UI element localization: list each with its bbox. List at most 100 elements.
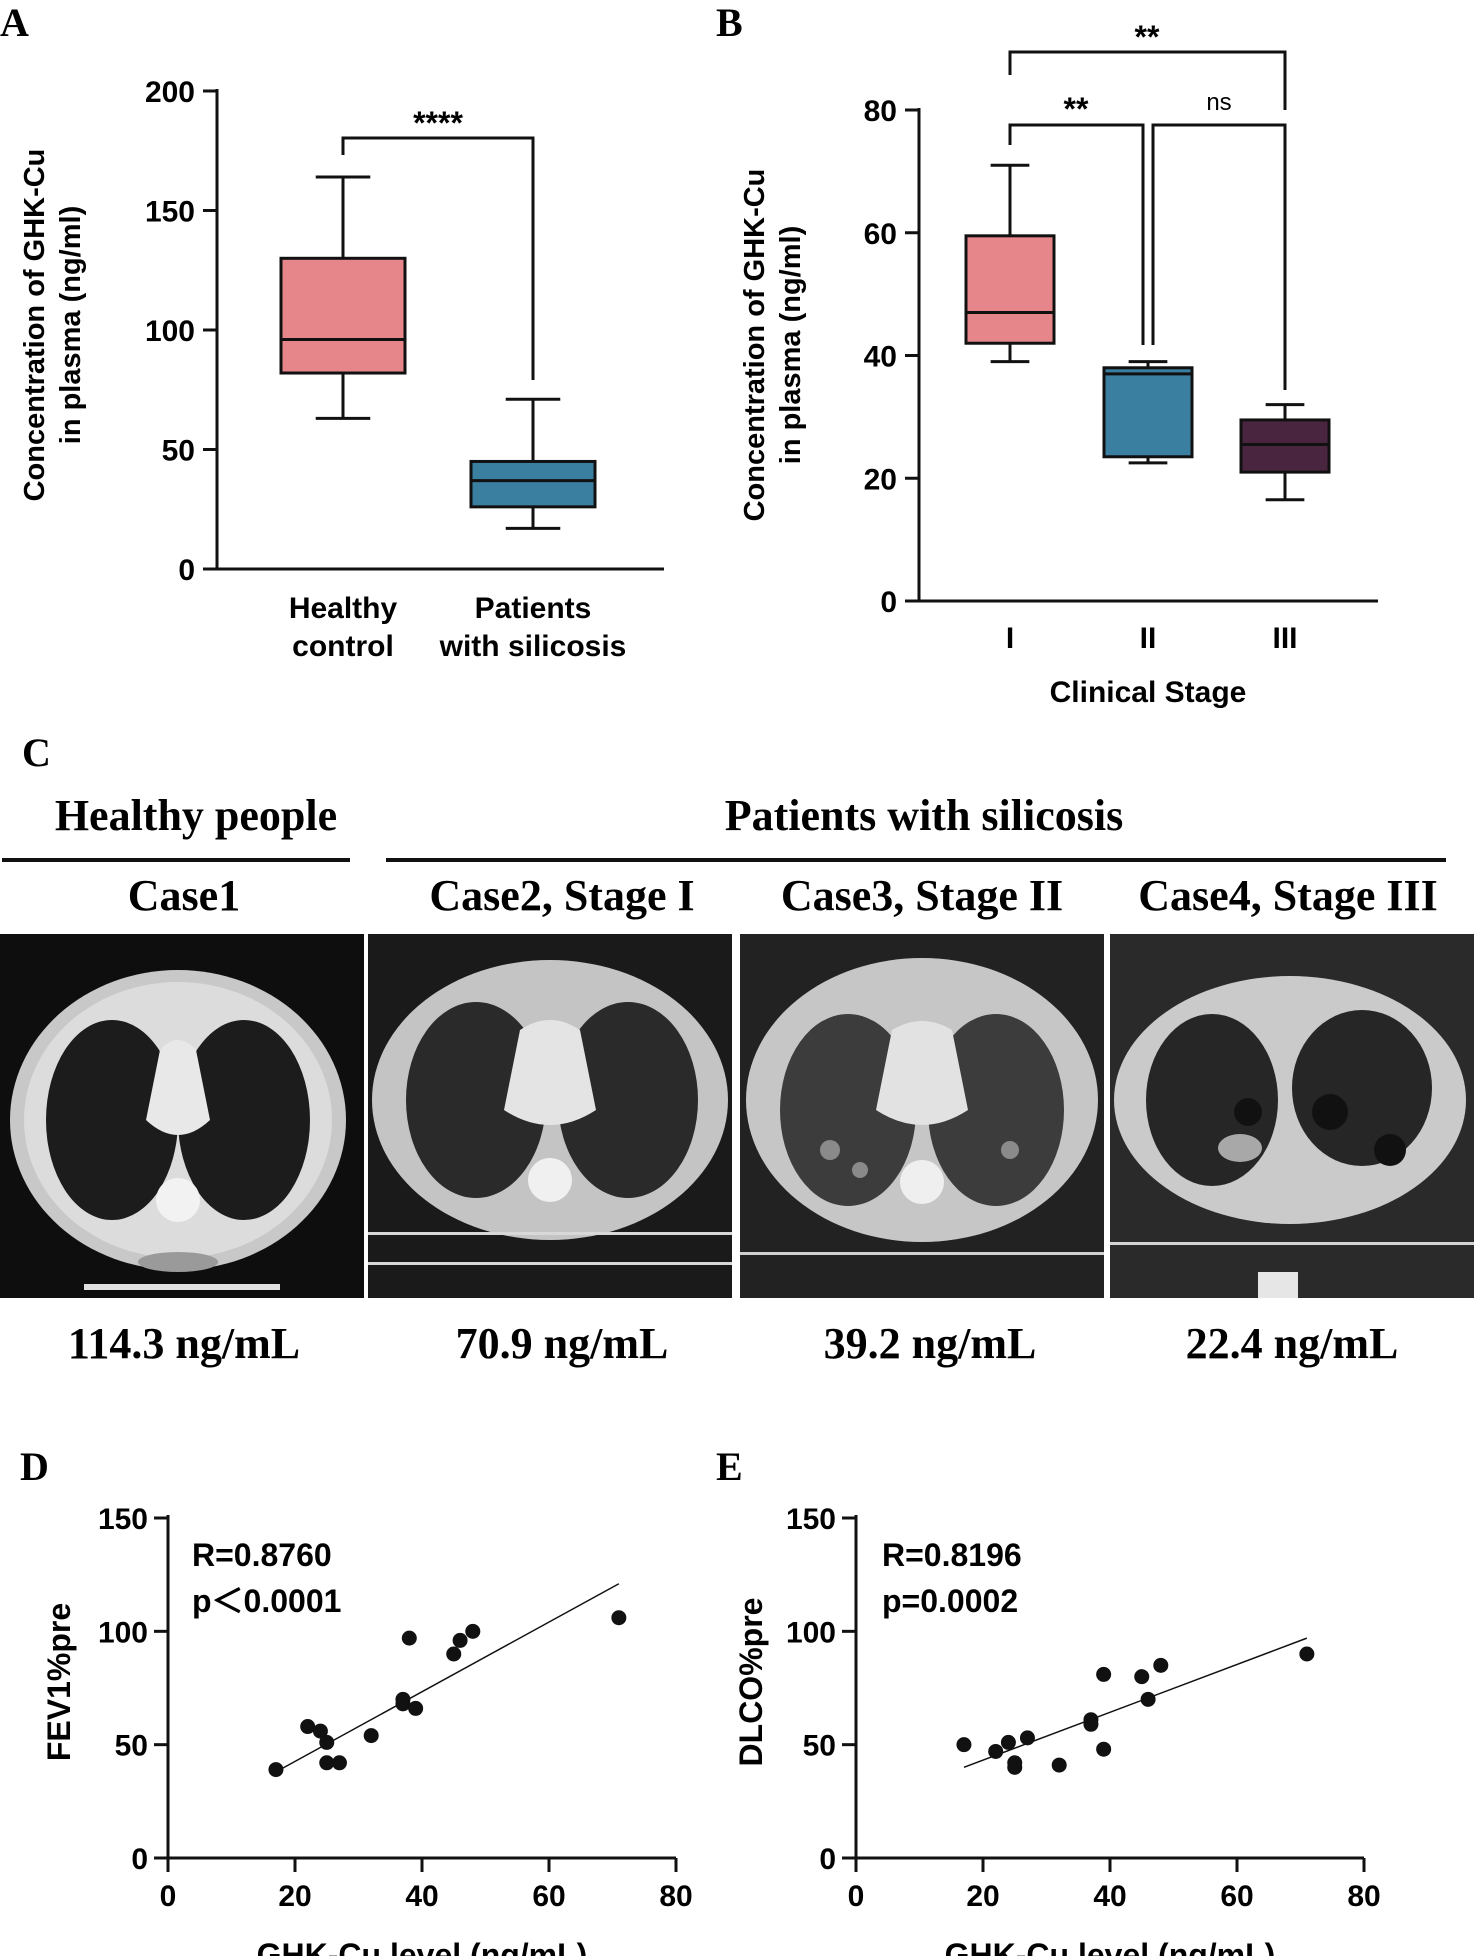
panel-b-ytick-label: 60 [864,218,897,251]
panel-d-letter: D [20,1444,49,1489]
panel-b-box-0 [964,163,1056,364]
panel-b-iqr-box [1239,418,1331,474]
panel-d-xtick-label: 40 [405,1880,438,1913]
panel-e-xtick-label: 0 [848,1880,865,1913]
panel-b-ticks: 0 20 40 60 80 [864,95,919,619]
panel-d-data-point [319,1755,335,1771]
panel-d-xtick-label: 80 [659,1880,692,1913]
panel-e: E DLCO%pre 0 50 100 150 0 20 40 60 80 R=0.8196 p… [716,1444,1381,1956]
panel-b-iqr-box [964,234,1056,345]
panel-a-ytick-label: 150 [145,196,195,229]
panel-a-xlabel-0-line1: Healthy [289,592,398,625]
case3-title: Case3, Stage II [781,871,1063,920]
panel-d-xaxis-title: GHK-Cu level (ng/mL) [257,1937,588,1956]
panel-a-box-0 [279,175,407,420]
panel-b-ytick-label: 80 [864,95,897,128]
panel-e-data-point [1299,1646,1315,1662]
panel-b-sig-label-2-3: ns [1206,89,1231,116]
panel-a-ticks: 0 50 100 150 200 [145,76,217,587]
panel-d-data-point [300,1719,316,1735]
panel-d-ytick-label: 50 [115,1730,148,1763]
panel-b: B Concentration of GHK-Cu in plasma (ng/… [716,0,1378,709]
panel-e-xtick-label: 40 [1093,1880,1126,1913]
ct-scan-case4 [1110,934,1474,1298]
panel-a-sig-bracket [341,136,535,380]
panel-e-xtick-label: 20 [966,1880,999,1913]
case2-title: Case2, Stage I [429,871,694,920]
panel-e-stat-r: R=0.8196 [882,1537,1022,1573]
case1-value: 114.3 ng/mL [68,1319,300,1368]
panel-b-ytick-label: 40 [864,341,897,374]
panel-e-data-point [1019,1730,1035,1746]
panel-e-regression-line [963,1637,1308,1769]
panel-e-xtick-label: 60 [1220,1880,1253,1913]
panel-d-data-point [363,1728,379,1744]
panel-d-ylabel: FEV1%pre [41,1603,77,1761]
panel-d-stat-p: p＜0.0001 [192,1583,341,1619]
case3-value: 39.2 ng/mL [824,1319,1037,1368]
panel-b-sig-bracket-1-3 [1008,50,1287,110]
panel-b-ylabel-line1: Concentration of GHK-Cu [739,169,771,522]
panel-c-letter: C [22,730,51,775]
panel-b-boxes [964,163,1331,502]
panel-e-data-point [1083,1716,1099,1732]
panel-d-xtick-label: 0 [160,1880,177,1913]
panel-b-ytick-label: 0 [880,586,897,619]
panel-b-letter: B [716,0,743,45]
panel-e-data-point [1007,1759,1023,1775]
panel-d-ytick-label: 0 [131,1843,148,1876]
panel-e-xtick-label: 80 [1347,1880,1380,1913]
panel-a-ytick-label: 100 [145,315,195,348]
panel-a-ytick-label: 0 [178,554,195,587]
panel-a-ytick-label: 200 [145,76,195,109]
panel-d-data-point [452,1632,468,1648]
panel-e-ytick-label: 150 [786,1503,836,1536]
panel-e-stat-p: p=0.0002 [882,1583,1018,1619]
panel-e-ytick-label: 0 [819,1843,836,1876]
panel-e-ytick-label: 100 [786,1616,836,1649]
panel-d-data-point [331,1755,347,1771]
panel-e-data-point [1134,1669,1150,1685]
ct-scan-case1 [0,934,364,1298]
panel-b-xaxis-title: Clinical Stage [1050,676,1247,709]
panel-c: C Healthy people Patients with silicosis… [0,730,1474,1368]
panel-a-letter: A [0,0,29,45]
panel-a-xlabel-1-line2: with silicosis [439,630,627,663]
panel-b-significance: ** ns ** [1008,19,1287,390]
panel-d-data-point [465,1623,481,1639]
panel-e-ticks: 0 50 100 150 0 20 40 60 80 [786,1503,1381,1913]
panel-b-box-2 [1239,403,1331,502]
panel-e-data-point [1096,1741,1112,1757]
panel-d-points [268,1610,627,1778]
panel-a-ylabel: Concentration of GHK-Cu in plasma (ng/ml… [19,149,87,502]
panel-c-group-healthy: Healthy people [55,791,337,840]
ct-scan-case2 [368,934,732,1298]
panel-e-ytick-label: 50 [803,1730,836,1763]
panel-e-ylabel: DLCO%pre [733,1598,769,1767]
panel-d-ytick-label: 100 [98,1616,148,1649]
panel-a-iqr-box [469,459,597,509]
panel-d-data-point [312,1723,328,1739]
panel-d-data-point [395,1696,411,1712]
panel-e-data-point [988,1743,1004,1759]
panel-b-box-1 [1102,360,1194,465]
panel-b-sig-bracket-1-2 [1008,123,1145,345]
panel-b-sig-label-1-3: ** [1135,19,1160,55]
panel-b-sig-label-1-2: ** [1064,91,1089,127]
panel-d-data-point [401,1630,417,1646]
panel-d-xtick-label: 60 [532,1880,565,1913]
panel-d-data-point [319,1734,335,1750]
panel-a-iqr-box [279,256,407,375]
panel-b-ylabel: Concentration of GHK-Cu in plasma (ng/ml… [739,169,807,522]
panel-e-data-point [1153,1657,1169,1673]
panel-e-data-point [1096,1666,1112,1682]
panel-a-xlabel-0-line2: control [292,630,394,663]
panel-a-ylabel-line2: in plasma (ng/ml) [55,206,87,444]
panel-e-points [956,1646,1315,1775]
panel-b-iqr-box [1102,366,1194,459]
case2-value: 70.9 ng/mL [456,1319,669,1368]
panel-b-sig-bracket-2-3 [1151,123,1287,390]
panel-d-ytick-label: 150 [98,1503,148,1536]
panel-d-ticks: 0 50 100 150 0 20 40 60 80 [98,1503,693,1913]
